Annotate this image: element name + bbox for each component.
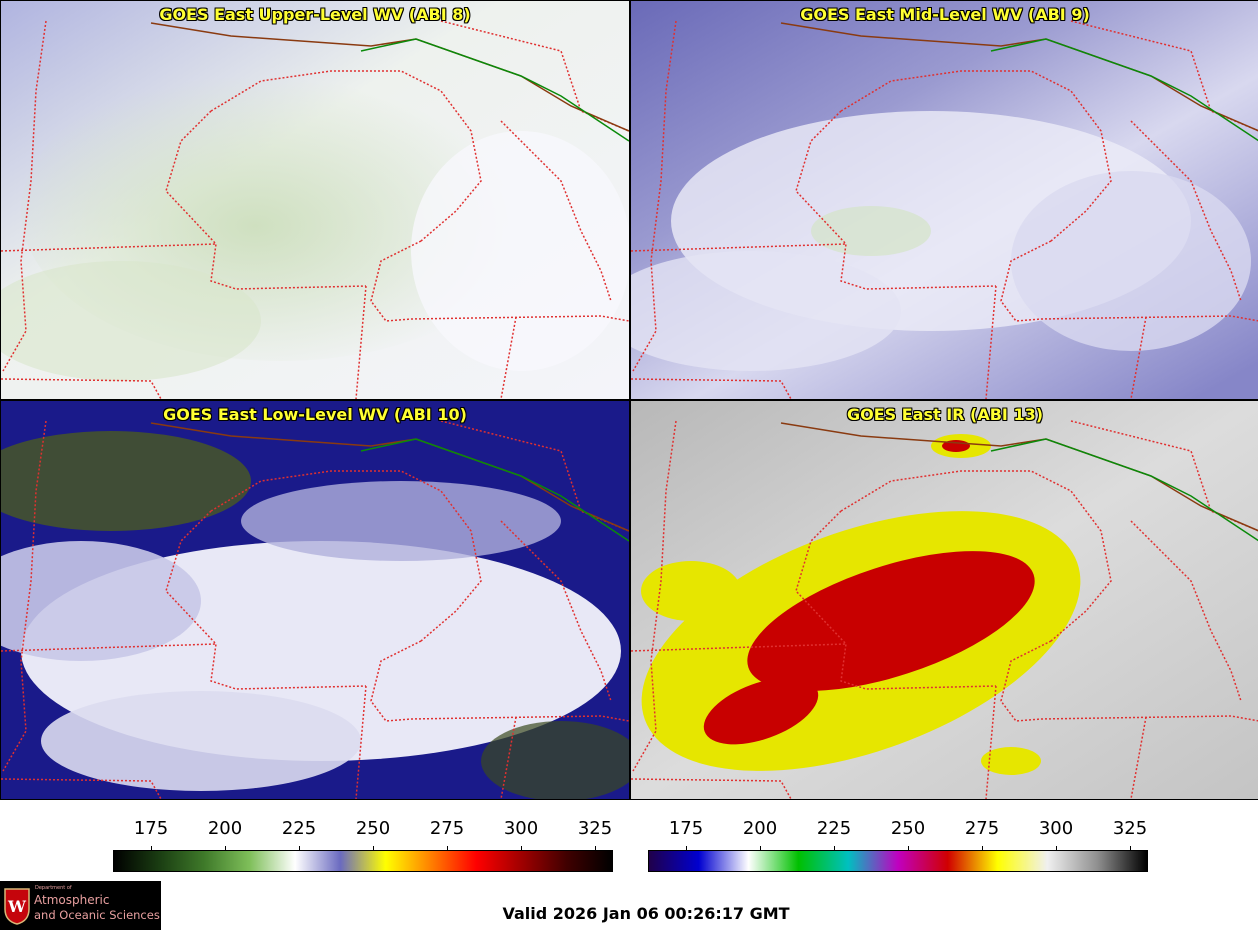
valid-timestamp: Valid 2026 Jan 06 00:26:17 GMT [502, 904, 790, 923]
ir-colorbar-legend: 175 200 225 250 275 300 325 [648, 812, 1148, 872]
panel-title: GOES East Low-Level WV (ABI 10) [163, 405, 467, 424]
tick-mark [299, 846, 300, 850]
tick-mark [151, 846, 152, 850]
tick-mark [1056, 846, 1057, 850]
tick-mark [1130, 846, 1131, 850]
tick-mark [447, 846, 448, 850]
panel-mid-level-wv: GOES East Mid-Level WV (ABI 9) [630, 0, 1258, 400]
political-borders [631, 20, 1258, 399]
ir-colorbar [648, 850, 1148, 872]
tick-label: 275 [429, 818, 465, 839]
tick-mark [760, 846, 761, 850]
wv-colorbar-legend: 175 200 225 250 275 300 325 [113, 812, 613, 872]
panel-title: GOES East IR (ABI 13) [846, 405, 1044, 424]
tick-label: 250 [890, 818, 926, 839]
aos-logo: W Department of Atmospheric and Oceanic … [0, 881, 161, 930]
svg-text:W: W [7, 897, 27, 916]
tick-label: 275 [964, 818, 1000, 839]
panel-upper-level-wv: GOES East Upper-Level WV (ABI 8) [0, 0, 630, 400]
wv-colorbar [113, 850, 613, 872]
tick-mark [373, 846, 374, 850]
political-borders [1, 420, 629, 799]
panel-title: GOES East Upper-Level WV (ABI 8) [159, 5, 471, 24]
tick-label: 250 [355, 818, 391, 839]
wv-colorbar-ticks: 175 200 225 250 275 300 325 [113, 812, 613, 850]
uw-crest-icon: W [4, 888, 30, 925]
panel-ir: GOES East IR (ABI 13) [630, 400, 1258, 800]
tick-label: 225 [816, 818, 852, 839]
tick-label: 325 [1112, 818, 1148, 839]
tick-mark [908, 846, 909, 850]
political-borders [1, 20, 629, 399]
tick-label: 175 [133, 818, 169, 839]
tick-label: 200 [207, 818, 243, 839]
tick-label: 300 [503, 818, 539, 839]
tick-label: 200 [742, 818, 778, 839]
tick-mark [521, 846, 522, 850]
tick-label: 325 [577, 818, 613, 839]
tick-mark [686, 846, 687, 850]
tick-label: 300 [1038, 818, 1074, 839]
tick-mark [834, 846, 835, 850]
tick-label: 175 [668, 818, 704, 839]
tick-mark [225, 846, 226, 850]
ir-imagery [631, 401, 1258, 799]
logo-department-text: Department of [35, 885, 72, 891]
logo-oceanic-text: and Oceanic Sciences [34, 908, 160, 922]
tick-label: 225 [281, 818, 317, 839]
tick-mark [982, 846, 983, 850]
ir-colorbar-ticks: 175 200 225 250 275 300 325 [648, 812, 1148, 850]
panel-low-level-wv: GOES East Low-Level WV (ABI 10) [0, 400, 630, 800]
tick-mark [595, 846, 596, 850]
upper-level-wv-imagery [1, 1, 629, 399]
panel-title: GOES East Mid-Level WV (ABI 9) [800, 5, 1090, 24]
logo-atmospheric-text: Atmospheric [34, 893, 110, 907]
political-borders [631, 420, 1258, 799]
mid-level-wv-imagery [631, 1, 1258, 399]
